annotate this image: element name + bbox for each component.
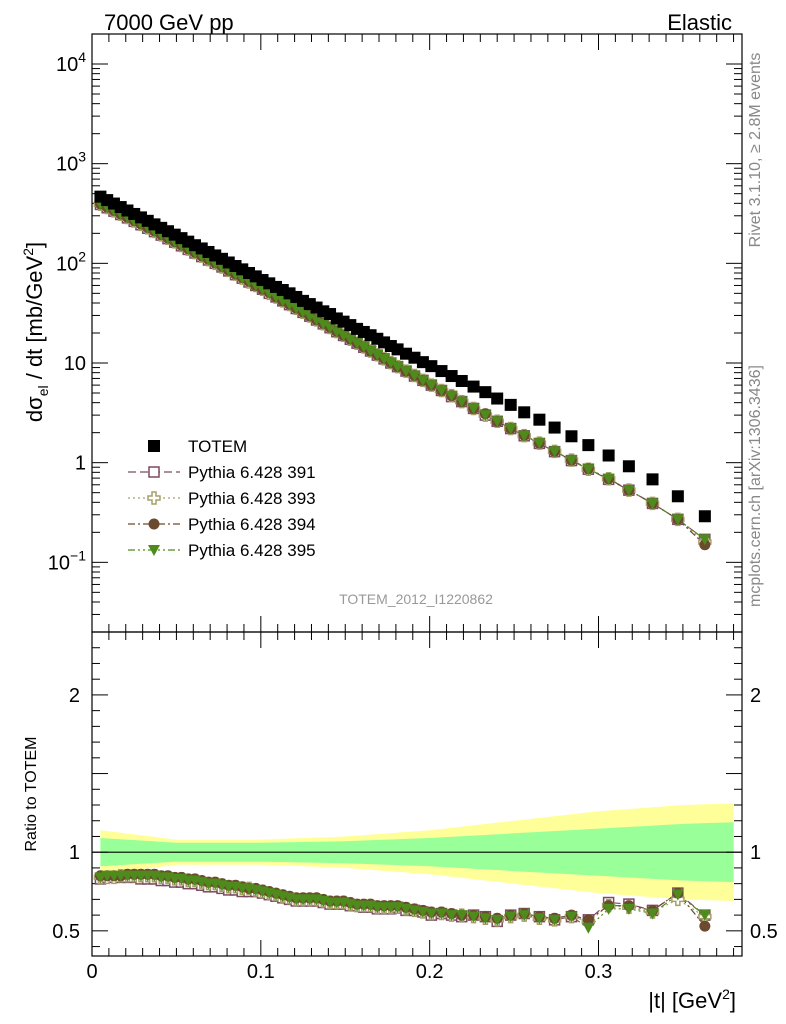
legend-marker	[149, 467, 159, 477]
main-point	[565, 430, 577, 442]
x-tick-label: 0.1	[247, 961, 275, 983]
legend-label: Pythia 6.428 395	[188, 541, 316, 560]
ratio-y-tick-label: 2	[69, 685, 80, 707]
main-point	[518, 406, 530, 418]
main-point	[647, 473, 659, 485]
legend-marker	[148, 440, 160, 452]
ratio-y-tick-label: 1	[69, 842, 80, 864]
main-point	[582, 439, 594, 451]
legend-label: Pythia 6.428 391	[188, 463, 316, 482]
main-point	[505, 399, 517, 411]
main-point	[491, 393, 503, 405]
ratio-ylabel: Ratio to TOTEM	[23, 737, 40, 852]
mcplots-label: mcplots.cern.ch [arXiv:1306.3436]	[747, 365, 764, 607]
header-left: 7000 GeV pp	[104, 10, 234, 35]
main-y-tick-label: 10	[64, 353, 86, 375]
x-tick-label: 0.3	[585, 961, 613, 983]
main-point	[549, 422, 561, 434]
x-tick-label: 0.2	[416, 961, 444, 983]
main-point	[672, 490, 684, 502]
x-tick-label: 0	[86, 961, 97, 983]
legend-marker	[149, 519, 160, 530]
analysis-tag: TOTEM_2012_I1220862	[339, 591, 493, 607]
main-point	[623, 460, 635, 472]
ratio-y-tick-label-right: 0.5	[750, 921, 778, 943]
main-point	[533, 414, 545, 426]
main-y-tick-label: 1	[75, 453, 86, 475]
header-right: Elastic	[667, 10, 732, 35]
plot-canvas: 7000 GeV pp Elastic Rivet 3.1.10, ≥ 2.8M…	[0, 0, 786, 1024]
legend-label: Pythia 6.428 394	[188, 515, 316, 534]
legend-label: TOTEM	[188, 437, 247, 456]
figure-svg: 7000 GeV pp Elastic Rivet 3.1.10, ≥ 2.8M…	[0, 0, 786, 1024]
main-point	[468, 381, 480, 393]
main-point	[456, 375, 468, 387]
ratio-y-tick-label-right: 1	[750, 842, 761, 864]
legend-label: Pythia 6.428 393	[188, 489, 316, 508]
main-point	[603, 450, 615, 462]
ratio-y-tick-label: 0.5	[52, 921, 80, 943]
main-point	[699, 510, 711, 522]
main-point	[479, 386, 491, 398]
ratio-point	[699, 921, 710, 932]
rivet-label: Rivet 3.1.10, ≥ 2.8M events	[747, 53, 764, 248]
ratio-y-tick-label-right: 2	[750, 685, 761, 707]
